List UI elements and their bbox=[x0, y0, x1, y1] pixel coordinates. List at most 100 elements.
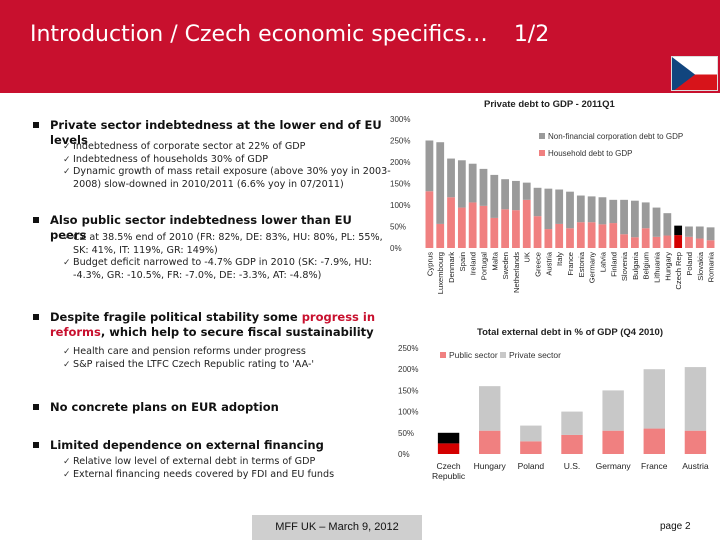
y-tick-label: 200% bbox=[398, 365, 418, 374]
bar-corporate bbox=[630, 200, 639, 238]
legend-swatch bbox=[539, 133, 545, 139]
bullet-square-icon bbox=[33, 404, 39, 410]
bar-public bbox=[684, 430, 707, 454]
bar-household bbox=[457, 207, 466, 248]
y-tick-label: 300% bbox=[390, 115, 410, 124]
y-tick-label: 0% bbox=[390, 244, 402, 253]
bar-household bbox=[512, 210, 520, 248]
bar-household bbox=[566, 228, 574, 248]
bar-corporate bbox=[544, 188, 553, 230]
y-tick-label: 150% bbox=[390, 180, 410, 189]
legend-label: Public sector bbox=[449, 350, 498, 360]
x-tick-label: Hungary bbox=[474, 461, 507, 471]
bar-corporate bbox=[533, 187, 542, 217]
y-tick-label: 250% bbox=[398, 344, 418, 353]
bar-corporate bbox=[490, 174, 499, 218]
legend-label: Private sector bbox=[509, 350, 561, 360]
sub-item: CZ at 38.5% end of 2010 (FR: 82%, DE: 83… bbox=[63, 232, 398, 257]
bar-household bbox=[706, 240, 715, 248]
legend-swatch bbox=[440, 352, 446, 358]
bar-corporate bbox=[663, 213, 672, 236]
y-tick-label: 150% bbox=[398, 386, 418, 395]
bar-corporate bbox=[706, 227, 715, 241]
y-tick-label: 100% bbox=[390, 201, 410, 210]
bar-household bbox=[598, 224, 607, 248]
bar-household bbox=[652, 236, 661, 248]
x-tick-label: UK bbox=[523, 252, 532, 263]
bar-corporate bbox=[479, 168, 488, 206]
bar-corporate bbox=[436, 142, 445, 224]
bar-household bbox=[501, 209, 510, 248]
x-tick-label: Latvia bbox=[598, 251, 607, 272]
x-tick-label: Greece bbox=[534, 252, 543, 277]
x-tick-label: Luxembourg bbox=[436, 252, 445, 294]
x-tick-label: U.S. bbox=[564, 461, 581, 471]
bar-private bbox=[479, 386, 501, 431]
sub-item: Indebtedness of households 30% of GDP bbox=[63, 154, 398, 167]
sub-item: S&P raised the LTFC Czech Republic ratin… bbox=[63, 359, 398, 372]
x-tick-label: Slovenia bbox=[620, 251, 629, 281]
x-tick-label: Hungary bbox=[663, 252, 672, 281]
bullet-heading: Limited dependence on external financing bbox=[50, 438, 324, 452]
x-tick-label: Denmark bbox=[447, 252, 456, 283]
x-tick-label: Bulgaria bbox=[631, 251, 640, 280]
bullet-subs: CZ at 38.5% end of 2010 (FR: 82%, DE: 83… bbox=[63, 232, 398, 282]
bar-public bbox=[602, 430, 624, 454]
bullet-subs: Indebtedness of corporate sector at 22% … bbox=[63, 141, 398, 191]
y-tick-label: 50% bbox=[398, 429, 414, 438]
bar-corporate bbox=[674, 225, 683, 236]
sub-item: Budget deficit narrowed to ‑4.7% GDP in … bbox=[63, 257, 398, 282]
bar-household bbox=[674, 235, 683, 248]
bar-corporate bbox=[620, 199, 628, 235]
bar-corporate bbox=[695, 226, 704, 239]
x-tick-label: Germany bbox=[596, 461, 632, 471]
bar-private bbox=[561, 411, 583, 435]
y-tick-label: 250% bbox=[390, 137, 410, 146]
bar-household bbox=[685, 236, 693, 248]
bar-household bbox=[630, 237, 639, 248]
x-tick-label: France bbox=[641, 461, 668, 471]
legend-swatch bbox=[500, 352, 506, 358]
x-tick-label: Czech bbox=[437, 461, 461, 471]
x-tick-label: Estonia bbox=[577, 251, 586, 277]
x-tick-label: Finland bbox=[609, 252, 618, 277]
bar-corporate bbox=[598, 197, 607, 225]
bar-corporate bbox=[587, 196, 596, 223]
legend-label: Non-financial corporation debt to GDP bbox=[548, 132, 683, 141]
x-tick-label: Germany bbox=[588, 252, 597, 283]
bar-household bbox=[425, 191, 434, 248]
title-bar: Introduction / Czech economic specifics…… bbox=[0, 0, 720, 93]
x-tick-label: Sweden bbox=[501, 252, 510, 279]
x-tick-label: Italy bbox=[555, 252, 564, 266]
bar-corporate bbox=[468, 163, 477, 203]
bullet-subs: Health care and pension reforms under pr… bbox=[63, 346, 398, 371]
legend-label: Household debt to GDP bbox=[548, 149, 633, 158]
chart-private-debt: Private debt to GDP - 2011Q1 0% 50% 100% 15… bbox=[384, 95, 720, 305]
highlight-text: progress in reforms bbox=[50, 310, 376, 339]
x-tick-label: Austria bbox=[544, 251, 553, 275]
bar-corporate bbox=[425, 140, 434, 192]
bar-household bbox=[620, 234, 628, 248]
bar-public bbox=[643, 428, 665, 454]
bar-corporate bbox=[566, 191, 574, 229]
footer: MFF UK – March 9, 2012 page 2 bbox=[0, 515, 720, 540]
x-tick-label: Lithuania bbox=[653, 251, 662, 283]
bar-corporate bbox=[522, 182, 531, 200]
czech-flag-icon bbox=[671, 56, 718, 91]
bar-household bbox=[533, 216, 542, 248]
bullet-square-icon bbox=[33, 442, 39, 448]
bullet-subs: Relative low level of external debt in t… bbox=[63, 456, 398, 481]
bar-household bbox=[609, 223, 618, 248]
sub-item: Relative low level of external debt in t… bbox=[63, 456, 398, 469]
y-tick-label: 200% bbox=[390, 158, 410, 167]
y-tick-label: 100% bbox=[398, 408, 418, 417]
slide-title: Introduction / Czech economic specifics…… bbox=[30, 22, 550, 47]
sub-item: Indebtedness of corporate sector at 22% … bbox=[63, 141, 398, 154]
bar-private bbox=[437, 432, 460, 444]
bar-public bbox=[479, 430, 501, 454]
chart-external-debt: Total external debt in % of GDP (Q4 2010… bbox=[384, 322, 720, 490]
x-tick-label: Romania bbox=[707, 251, 716, 282]
bar-household bbox=[544, 229, 553, 248]
x-tick-label: Ireland bbox=[469, 252, 478, 275]
bullet-square-icon bbox=[33, 217, 39, 223]
